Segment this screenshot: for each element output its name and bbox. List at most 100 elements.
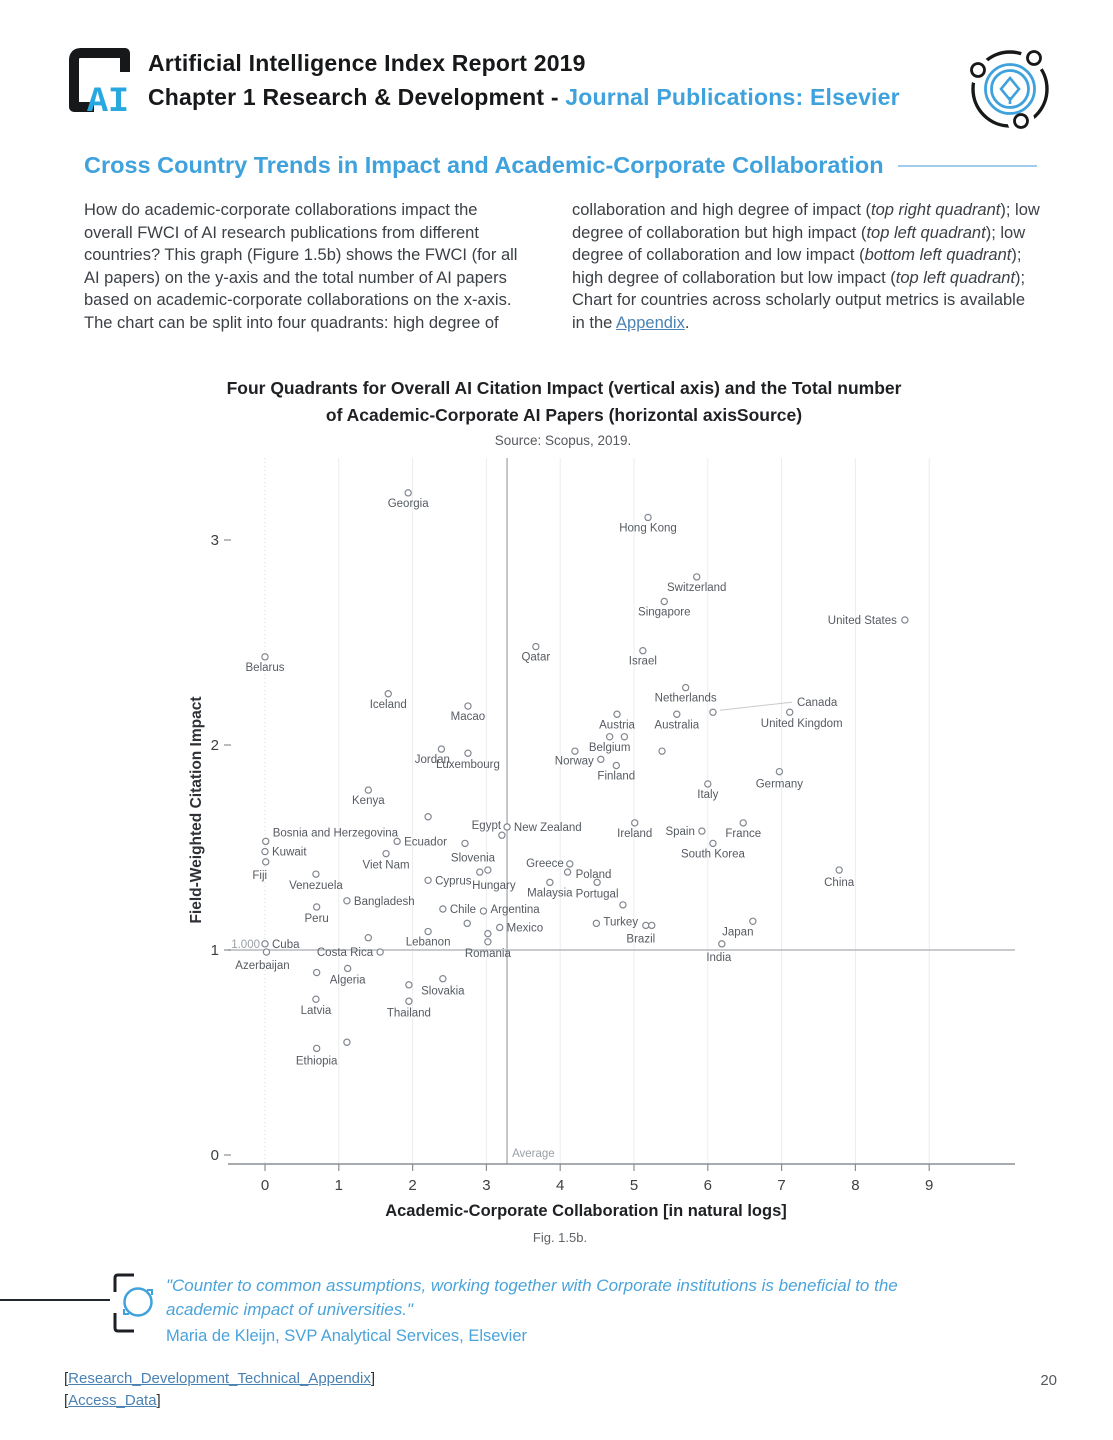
- quote-block: "Counter to common assumptions, working …: [166, 1274, 1066, 1346]
- country-label: Kenya: [352, 795, 385, 807]
- country-label: Belgium: [589, 742, 631, 754]
- country-label: Slovakia: [421, 986, 465, 998]
- x-tick-label: 4: [556, 1177, 564, 1194]
- quote-line2: academic impact of universities.": [166, 1300, 413, 1319]
- data-point: [835, 866, 843, 874]
- data-point: [261, 847, 269, 856]
- data-point: [464, 749, 472, 757]
- data-point: [343, 1038, 351, 1046]
- reference-label-1000: 1.000: [231, 939, 260, 951]
- data-point: [593, 878, 601, 887]
- chapter-highlight: Journal Publications: Elsevier: [565, 84, 900, 110]
- technical-appendix-link[interactable]: Research_Development_Technical_Appendix: [68, 1370, 371, 1387]
- data-point: [384, 690, 392, 698]
- quote-icon: [113, 1273, 153, 1333]
- data-point: [563, 868, 572, 876]
- country-label: Belarus: [246, 662, 285, 674]
- country-label: Portugal: [576, 888, 619, 900]
- data-point: [393, 837, 401, 846]
- data-point: [424, 876, 432, 885]
- data-point: [503, 823, 511, 831]
- country-label: United Kingdom: [761, 718, 843, 730]
- country-label: Georgia: [388, 498, 430, 510]
- data-point: [613, 710, 621, 718]
- y-tick-label: 3: [211, 532, 219, 549]
- data-point: [364, 786, 373, 794]
- data-point: [673, 710, 681, 718]
- data-point: [439, 975, 447, 983]
- data-point: [463, 919, 471, 928]
- data-point: [775, 767, 784, 776]
- italic-text: bottom left quadrant: [864, 246, 1012, 265]
- data-point: [639, 647, 647, 655]
- country-label: Israel: [629, 656, 657, 668]
- data-point: [404, 489, 412, 497]
- scatter-plot: 1.000 Average 0 1 2 3 4 5 6 7 8 9 0 1 2 3 Georgia Hong Ko…: [211, 458, 1015, 1194]
- data-point: [739, 819, 747, 827]
- country-label: Bangladesh: [354, 896, 415, 908]
- data-point: [364, 934, 373, 942]
- data-point: [704, 780, 712, 788]
- data-point: [612, 761, 620, 770]
- chart-title-line2: of Academic-Corporate AI Papers (horizon…: [325, 405, 803, 425]
- body-text: ); low degree of collaboration and low i…: [572, 223, 1026, 265]
- country-label: Norway: [555, 755, 594, 767]
- data-point: [343, 964, 352, 973]
- report-title: Artificial Intelligence Index Report 201…: [148, 50, 586, 76]
- data-point: [698, 827, 706, 835]
- chart-title-line1: Four Quadrants for Overall AI Citation I…: [226, 378, 902, 398]
- section-heading-row: Cross Country Trends in Impact and Acade…: [84, 152, 1037, 179]
- data-point: [749, 917, 757, 926]
- data-point: [619, 901, 627, 909]
- country-label: Spain: [665, 826, 694, 838]
- appendix-link[interactable]: Appendix: [616, 313, 685, 332]
- footer-link-row1: [Research_Development_Technical_Appendix…: [64, 1370, 376, 1387]
- chapter-prefix: Chapter 1 Research & Development -: [148, 84, 566, 110]
- data-point: [405, 981, 413, 989]
- data-point: [405, 997, 413, 1005]
- data-point: [312, 870, 320, 878]
- country-label: Australia: [654, 719, 699, 731]
- country-label: Latvia: [301, 1005, 332, 1017]
- data-point: [571, 747, 579, 755]
- data-point: [484, 929, 492, 938]
- data-point: [424, 813, 432, 821]
- country-label: Finland: [597, 771, 635, 783]
- data-point: [681, 683, 690, 692]
- x-tick-label: 7: [777, 1177, 785, 1194]
- data-point: [439, 905, 447, 913]
- country-label: Poland: [576, 869, 612, 881]
- country-label: China: [824, 877, 855, 889]
- body-text: ); Chart for countries across scholarly …: [572, 268, 1026, 332]
- x-tick-label: 8: [851, 1177, 859, 1194]
- x-tick-label: 6: [704, 1177, 712, 1194]
- data-point: [498, 831, 506, 839]
- country-label: Brazil: [626, 933, 655, 945]
- country-label: Argentina: [490, 904, 540, 916]
- country-label: Iceland: [370, 699, 407, 711]
- country-label: Peru: [305, 913, 329, 925]
- access-data-link[interactable]: Access_Data: [68, 1392, 157, 1409]
- data-point: [709, 839, 717, 848]
- country-label: Luxembourg: [436, 759, 500, 771]
- country-label: Qatar: [521, 652, 550, 664]
- data-point: [648, 921, 656, 930]
- quote-rule: [0, 1299, 110, 1301]
- country-label: Viet Nam: [362, 860, 409, 872]
- data-point: [464, 702, 472, 710]
- intro-paragraph-right: collaboration and high degree of impact …: [572, 199, 1040, 335]
- country-label: India: [706, 952, 732, 964]
- chart-title: Four Quadrants for Overall AI Citation I…: [4, 375, 1113, 429]
- data-point: [312, 995, 320, 1003]
- data-point: [605, 733, 614, 741]
- data-point: [437, 745, 446, 753]
- country-label: Ecuador: [404, 836, 447, 848]
- data-point: [566, 860, 574, 868]
- country-label: Netherlands: [655, 693, 717, 705]
- country-label: Ethiopia: [296, 1055, 338, 1067]
- data-point: [693, 573, 701, 581]
- ai-index-logo: AI: [69, 48, 130, 116]
- country-label: New Zealand: [514, 822, 582, 834]
- data-point: [642, 921, 650, 930]
- footer-links: [Research_Development_Technical_Appendix…: [64, 1368, 375, 1412]
